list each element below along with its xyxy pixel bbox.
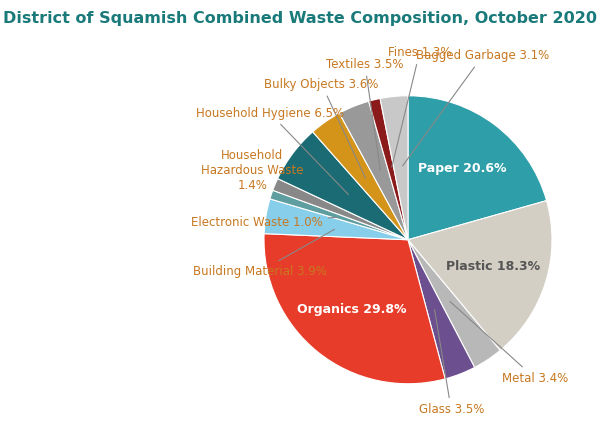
Text: Metal 3.4%: Metal 3.4%	[450, 301, 568, 385]
Text: Household
Hazardous Waste
1.4%: Household Hazardous Waste 1.4%	[201, 149, 339, 211]
Wedge shape	[380, 96, 408, 240]
Text: Organics 29.8%: Organics 29.8%	[298, 303, 407, 316]
Text: Building Material 3.9%: Building Material 3.9%	[193, 229, 335, 278]
Text: Textiles 3.5%: Textiles 3.5%	[326, 58, 404, 170]
Wedge shape	[408, 240, 475, 379]
Text: Bagged Garbage 3.1%: Bagged Garbage 3.1%	[403, 49, 550, 166]
Wedge shape	[408, 201, 552, 350]
Wedge shape	[273, 178, 408, 240]
Text: Bulky Objects 3.6%: Bulky Objects 3.6%	[265, 78, 379, 178]
Text: Fines 1.3%: Fines 1.3%	[388, 46, 451, 167]
Text: Paper 20.6%: Paper 20.6%	[418, 162, 506, 175]
Wedge shape	[264, 234, 445, 384]
Wedge shape	[278, 132, 408, 240]
Wedge shape	[340, 101, 408, 240]
Wedge shape	[313, 113, 408, 240]
Wedge shape	[270, 190, 408, 240]
Wedge shape	[408, 96, 547, 240]
Text: Glass 3.5%: Glass 3.5%	[419, 309, 484, 416]
Wedge shape	[264, 199, 408, 240]
Text: Plastic 18.3%: Plastic 18.3%	[446, 260, 541, 273]
Text: Household Hygiene 6.5%: Household Hygiene 6.5%	[196, 107, 349, 194]
Text: Electronic Waste 1.0%: Electronic Waste 1.0%	[191, 216, 337, 229]
Wedge shape	[368, 99, 408, 240]
Text: District of Squamish Combined Waste Composition, October 2020: District of Squamish Combined Waste Comp…	[3, 11, 597, 26]
Wedge shape	[408, 240, 500, 368]
